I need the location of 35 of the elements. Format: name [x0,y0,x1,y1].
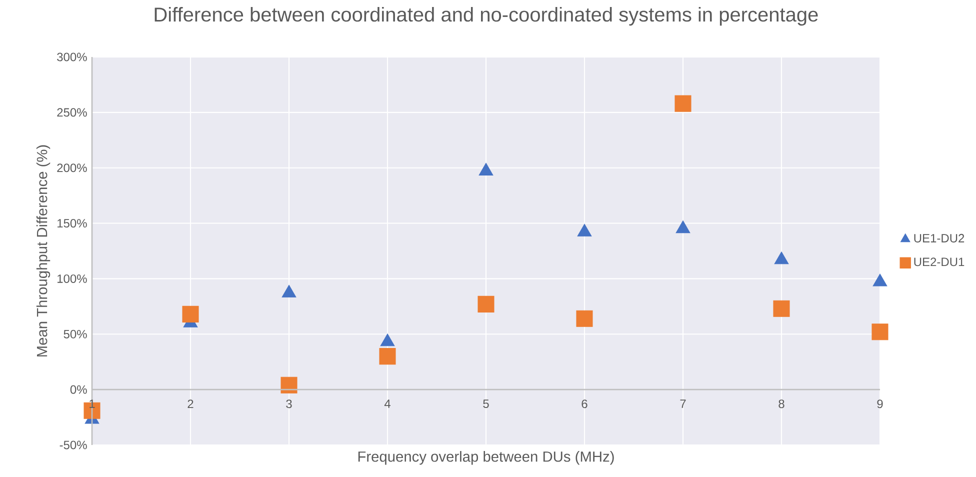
y-tick-label: 250% [57,108,87,117]
point [282,284,296,298]
legend-label: UE2-DU1 [914,258,964,266]
y-tick-label: 100% [58,274,87,283]
x-tick-label: 4 [384,400,390,408]
y-tick-label: -50% [60,440,87,450]
y-tick-label: 200% [57,164,87,172]
point [380,334,395,346]
y-tick-label: 0% [70,385,87,394]
x-tick-label: 3 [286,400,292,408]
x-tick-label: 7 [680,400,686,408]
y-tick-label: 150% [58,219,87,228]
chart-title: Difference between coordinated and no-coordinated systems in percentage [154,6,818,26]
point [872,274,888,286]
point [773,300,790,317]
point [774,252,789,264]
x-axis-title: Frequency overlap between DUs (MHz) [358,451,614,465]
point [577,224,592,236]
point [676,220,690,234]
legend-label: UE1-DU2 [914,234,964,242]
point [872,324,888,340]
point [379,348,396,365]
y-tick-label: 300% [57,52,87,62]
x-tick-label: 5 [483,400,489,408]
x-tick-label: 8 [778,400,784,408]
point [576,310,593,327]
point [478,162,494,176]
x-tick-label: 6 [582,400,588,408]
y-axis-title: Mean Throughput Difference (%) [36,145,50,356]
x-tick-label: 9 [877,400,883,408]
point [478,296,494,312]
point [280,376,298,394]
y-tick-label: 50% [64,330,87,338]
point [182,306,199,322]
x-tick-label: 2 [188,400,194,408]
